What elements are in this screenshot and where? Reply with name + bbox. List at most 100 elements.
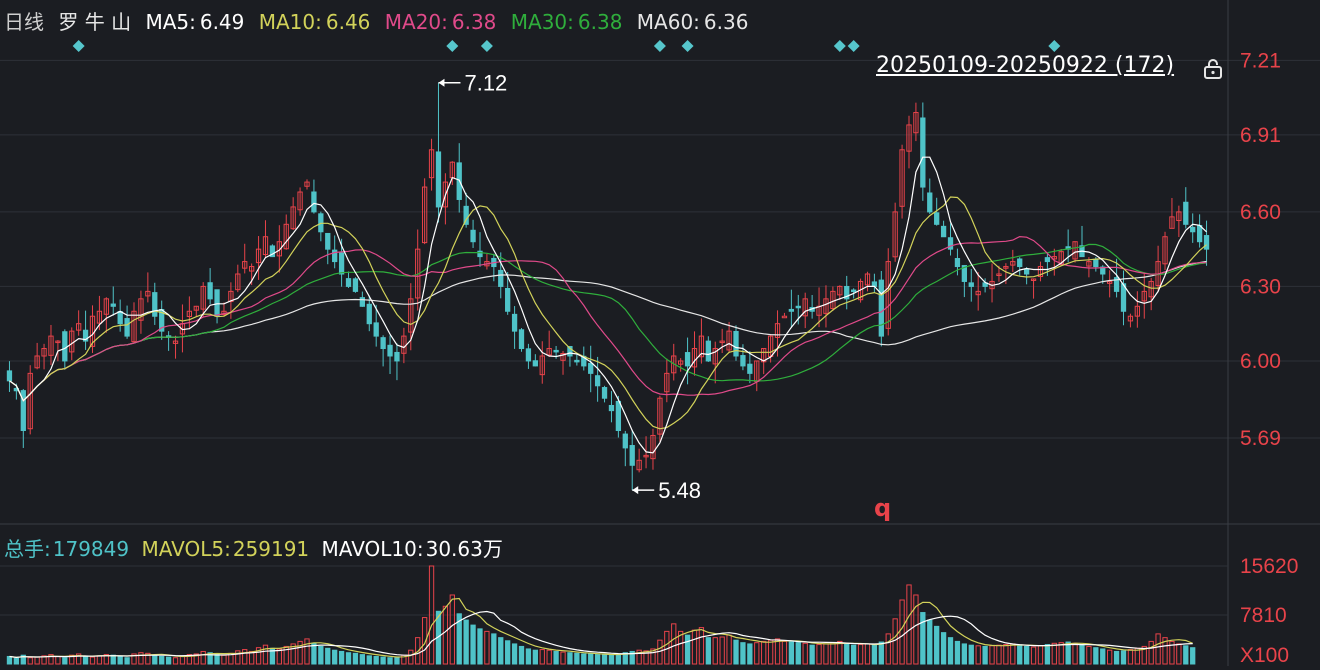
candle-body — [20, 390, 26, 432]
ma30-item: MA30: 6.38 — [511, 10, 623, 34]
candle-body — [283, 223, 289, 250]
candle-body — [1003, 266, 1009, 269]
volume-bar — [255, 647, 262, 665]
volume-bar — [1141, 645, 1147, 665]
candle-body — [498, 269, 504, 287]
volume-panel[interactable] — [6, 565, 1196, 665]
candle-body — [103, 298, 109, 315]
volume-bar — [594, 654, 601, 665]
candle-body — [248, 266, 255, 272]
total-label: 总手: — [4, 537, 51, 561]
volume-bar — [477, 628, 483, 665]
candle-body — [359, 297, 366, 307]
candle-body — [470, 229, 476, 243]
volume-bar — [373, 655, 379, 665]
volume-bar — [380, 656, 386, 665]
candle-body — [255, 248, 262, 264]
volume-bar — [774, 638, 781, 665]
total-value: 179849 — [52, 537, 130, 561]
candle-body — [269, 245, 276, 258]
volume-bar — [539, 649, 545, 665]
ma60-item: MA60: 6.36 — [637, 10, 749, 34]
candle-body — [34, 355, 40, 369]
candle-body — [636, 459, 642, 471]
volume-bar — [82, 655, 89, 665]
candle-body — [76, 323, 82, 331]
volume-bar — [131, 653, 137, 665]
candle-body — [380, 337, 386, 350]
price-panel[interactable] — [6, 82, 1210, 491]
candle-body — [96, 310, 103, 324]
candle-body — [214, 289, 220, 317]
candle-body — [899, 149, 905, 207]
candle-body — [1010, 261, 1016, 266]
mavol10-value: 30.63万 — [425, 537, 503, 561]
event-marker[interactable]: q — [874, 494, 892, 522]
low-arrow-head — [632, 486, 639, 495]
y-tick-label: 5.69 — [1240, 427, 1281, 450]
candle-body — [698, 335, 705, 358]
volume-bar — [62, 657, 68, 665]
date-range-label[interactable]: 20250109-20250922 (172) — [876, 53, 1175, 78]
volume-bar — [684, 634, 691, 665]
signal-diamond — [847, 40, 860, 52]
candle-body — [518, 329, 525, 350]
candle-body — [781, 315, 788, 319]
candle-body — [55, 340, 61, 344]
candle-body — [48, 335, 54, 356]
candle-body — [1093, 258, 1099, 268]
candle-body — [117, 311, 123, 325]
candle-body — [788, 308, 795, 312]
candle-body — [878, 279, 884, 337]
candle-body — [387, 344, 393, 357]
volume-bar — [1190, 647, 1196, 665]
signal-diamond — [833, 40, 846, 52]
candle-body — [664, 372, 670, 393]
candle-body — [588, 362, 594, 374]
candle-body — [1183, 201, 1189, 225]
candle-body — [733, 330, 739, 357]
candle-body — [712, 348, 718, 365]
candle-body — [421, 186, 428, 244]
candle-body — [691, 348, 698, 368]
candle-body — [1120, 283, 1127, 312]
volume-bar — [297, 640, 303, 665]
volume-bar — [643, 650, 649, 665]
candle-body — [864, 273, 871, 286]
volume-bar — [567, 652, 573, 665]
volume-bar — [532, 649, 538, 665]
volume-tick-label: 7810 — [1240, 604, 1287, 627]
volume-bar — [636, 649, 642, 665]
candle-body — [228, 290, 234, 303]
volume-bar — [1003, 644, 1009, 665]
volume-bar — [601, 654, 608, 665]
volume-bar — [837, 640, 843, 665]
volume-bar — [802, 642, 808, 665]
candle-body — [1113, 277, 1120, 292]
volume-bar — [41, 655, 47, 665]
lock-icon[interactable] — [1202, 58, 1224, 80]
candle-body — [906, 124, 912, 152]
volume-bar — [117, 655, 123, 665]
volume-bar — [110, 654, 116, 665]
volume-bar — [484, 630, 490, 665]
volume-bar — [318, 645, 324, 665]
candle-body — [41, 348, 47, 357]
candle-body — [1107, 280, 1113, 284]
volume-bar — [186, 654, 193, 665]
mavol10-line — [9, 610, 1193, 659]
volume-bar — [103, 654, 109, 665]
ma30-label: MA30: — [510, 10, 574, 34]
period-label[interactable]: 日线 — [4, 10, 44, 34]
volume-bar — [1162, 637, 1168, 665]
volume-bar — [248, 650, 255, 665]
candle-body — [172, 340, 179, 344]
volume-bar — [650, 648, 656, 665]
volume-bar — [338, 650, 345, 665]
volume-bar — [954, 640, 961, 665]
candle-body — [823, 298, 829, 314]
volume-bar — [262, 644, 269, 665]
candle-body — [311, 191, 317, 213]
